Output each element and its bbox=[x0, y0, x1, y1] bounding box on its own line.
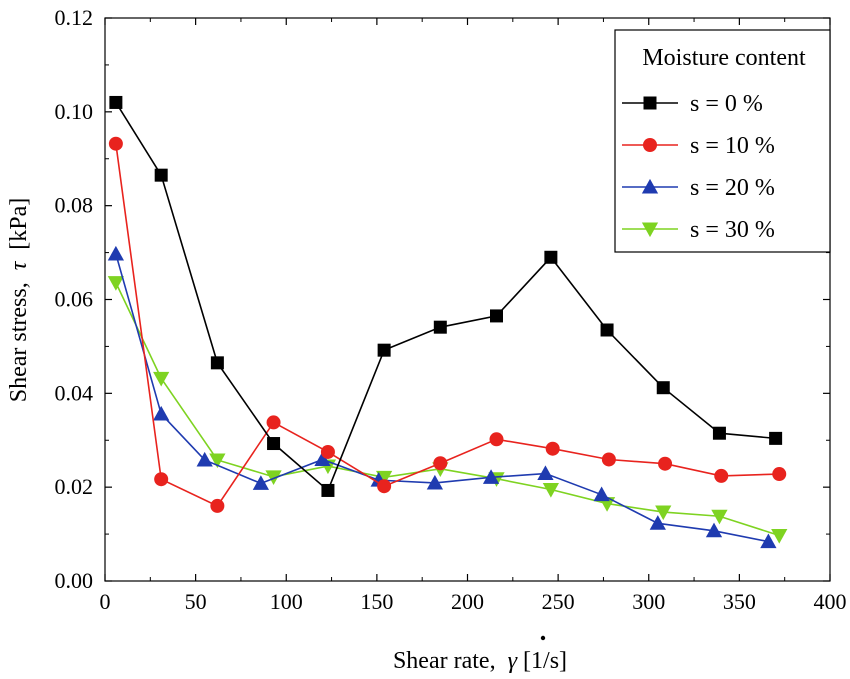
data-point bbox=[600, 323, 614, 337]
y-tick-label: 0.10 bbox=[55, 99, 94, 124]
x-tick-label: 50 bbox=[185, 589, 207, 614]
series-s-30- bbox=[107, 276, 788, 544]
legend-title: Moisture content bbox=[642, 45, 806, 71]
x-tick-label: 150 bbox=[360, 589, 393, 614]
y-tick-label: 0.00 bbox=[55, 568, 94, 593]
data-point bbox=[376, 470, 393, 486]
axes: 0 50 100 150 200 250 300 350 400 0.00 0.02 0.04 0.06… bbox=[55, 5, 847, 614]
series-s-0- bbox=[109, 95, 783, 497]
data-point bbox=[545, 441, 560, 456]
legend-label: s = 20 % bbox=[690, 175, 775, 201]
data-point bbox=[314, 451, 331, 466]
data-point bbox=[107, 245, 124, 261]
legend-item: s = 20 % bbox=[622, 175, 775, 201]
series-line bbox=[115, 253, 769, 543]
data-point bbox=[490, 309, 503, 323]
data-point bbox=[196, 451, 213, 467]
x-tick-label: 100 bbox=[270, 589, 303, 614]
data-point bbox=[760, 533, 777, 549]
data-point bbox=[537, 465, 554, 481]
data-point bbox=[655, 505, 672, 521]
data-point bbox=[377, 343, 391, 357]
data-point bbox=[153, 371, 170, 387]
data-series bbox=[107, 95, 788, 549]
data-point bbox=[210, 498, 225, 513]
data-point bbox=[643, 138, 657, 152]
x-tick-label: 250 bbox=[542, 589, 575, 614]
data-point bbox=[320, 444, 335, 459]
data-point bbox=[107, 276, 124, 291]
data-point bbox=[267, 437, 281, 451]
data-point bbox=[712, 426, 726, 440]
data-point bbox=[656, 381, 670, 395]
data-point bbox=[433, 456, 448, 471]
data-point bbox=[542, 483, 559, 498]
gamma-dot-accent bbox=[540, 635, 546, 641]
data-point bbox=[266, 415, 281, 430]
y-tick-label: 0.04 bbox=[55, 380, 94, 405]
data-point bbox=[769, 431, 783, 445]
legend-label: s = 30 % bbox=[690, 217, 775, 243]
data-point bbox=[433, 320, 447, 334]
legend-label: s = 0 % bbox=[690, 91, 763, 117]
legend: Moisture content s = 0 % s = 10 % s = 20 % s… bbox=[614, 29, 831, 253]
series-s-20- bbox=[107, 245, 777, 549]
x-axis-title-unit: [1/s] bbox=[523, 648, 567, 674]
data-point bbox=[377, 479, 392, 494]
x-tick-label: 200 bbox=[451, 589, 484, 614]
y-tick-label: 0.08 bbox=[55, 193, 94, 218]
data-point bbox=[601, 452, 616, 467]
data-point bbox=[482, 469, 500, 484]
data-point bbox=[544, 250, 558, 264]
x-axis-title-symbol: γ bbox=[508, 648, 518, 674]
data-point bbox=[772, 467, 787, 482]
y-axis-title-prefix: Shear stress, bbox=[6, 282, 32, 402]
data-point bbox=[209, 453, 226, 469]
data-point bbox=[153, 405, 170, 421]
data-point bbox=[426, 474, 443, 490]
data-point bbox=[641, 178, 659, 194]
data-point bbox=[154, 472, 169, 487]
x-axis-title-prefix: Shear rate, bbox=[393, 648, 496, 674]
y-axis-title-unit: [kPa] bbox=[6, 198, 32, 250]
data-point bbox=[649, 515, 666, 530]
y-tick-label: 0.06 bbox=[55, 287, 94, 312]
series-s-10- bbox=[108, 136, 787, 513]
legend-label: s = 10 % bbox=[690, 133, 775, 159]
data-point bbox=[643, 96, 657, 110]
y-axis-title: Shear stress, τ [kPa] bbox=[6, 198, 32, 403]
data-point bbox=[714, 468, 729, 483]
data-point bbox=[658, 456, 673, 471]
x-tick-label: 300 bbox=[632, 589, 665, 614]
series-line bbox=[115, 282, 780, 537]
data-point bbox=[641, 222, 659, 238]
data-point bbox=[154, 168, 168, 182]
axis-titles: Shear rate, γ [1/s] Shear stress, τ [kPa… bbox=[6, 198, 567, 674]
data-point bbox=[771, 528, 788, 544]
x-axis-title: Shear rate, γ [1/s] bbox=[393, 648, 567, 674]
data-point bbox=[210, 356, 224, 370]
data-point bbox=[705, 522, 723, 538]
legend-item: s = 30 % bbox=[622, 217, 775, 243]
y-tick-label: 0.12 bbox=[55, 5, 94, 30]
legend-item: s = 0 % bbox=[622, 91, 763, 117]
data-point bbox=[252, 475, 269, 490]
y-axis-title-symbol: τ bbox=[6, 260, 32, 270]
data-point bbox=[109, 95, 123, 109]
x-tick-label: 400 bbox=[814, 589, 847, 614]
x-tick-label: 350 bbox=[723, 589, 756, 614]
data-point bbox=[711, 509, 728, 525]
data-point bbox=[593, 486, 610, 502]
data-point bbox=[321, 483, 335, 497]
y-tick-label: 0.02 bbox=[55, 474, 94, 499]
legend-item: s = 10 % bbox=[622, 133, 775, 159]
x-tick-label: 0 bbox=[100, 589, 111, 614]
data-point bbox=[108, 136, 123, 151]
data-point bbox=[489, 432, 504, 447]
